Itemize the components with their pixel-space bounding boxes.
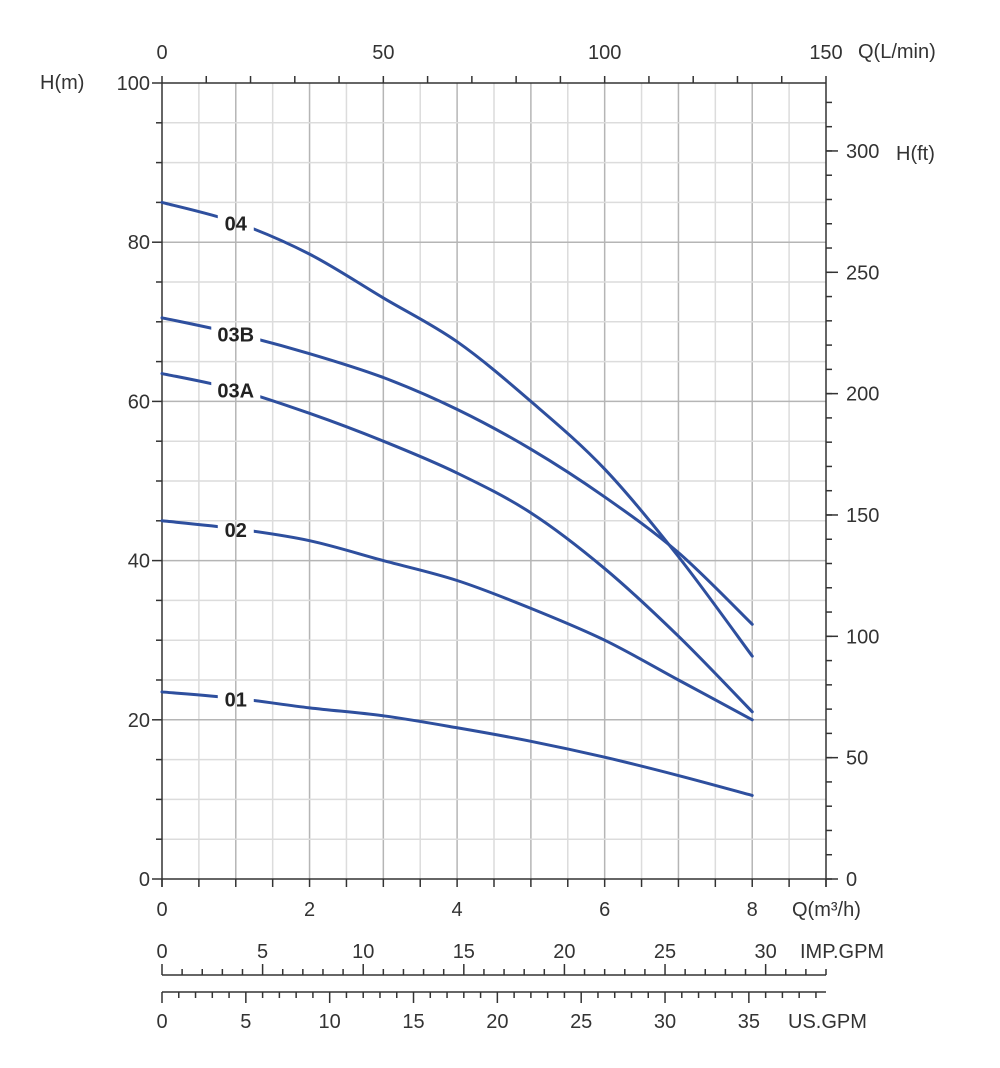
imp-gpm-axis-title: IMP.GPM (800, 941, 884, 963)
top-tick-label: 150 (809, 42, 842, 64)
y-tick-label: 40 (128, 551, 150, 573)
right-tick-label: 50 (846, 748, 868, 770)
series-label-03B: 03B (217, 325, 254, 347)
right-axis-title: H(ft) (896, 143, 935, 165)
series-label-01: 01 (225, 689, 247, 711)
right-tick-label: 0 (846, 869, 857, 891)
us-gpm-tick-label: 30 (654, 1011, 676, 1033)
series-line-03B (160, 316, 754, 626)
y-tick-label: 0 (139, 869, 150, 891)
us-gpm-tick-label: 10 (319, 1011, 341, 1033)
y-tick-label: 20 (128, 710, 150, 732)
imp-gpm-tick-label: 25 (654, 941, 676, 963)
imp-gpm-tick-label: 5 (257, 941, 268, 963)
x-tick-label: 0 (156, 899, 167, 921)
top-tick-label: 100 (588, 42, 621, 64)
x-tick-label: 6 (599, 899, 610, 921)
us-gpm-axis-title: US.GPM (788, 1011, 867, 1033)
x-tick-label: 4 (452, 899, 463, 921)
us-gpm-tick-label: 5 (240, 1011, 251, 1033)
y-tick-label: 100 (117, 73, 150, 95)
us-gpm-tick-label: 35 (738, 1011, 760, 1033)
top-tick-label: 0 (156, 42, 167, 64)
imp-gpm-tick-label: 10 (352, 941, 374, 963)
y-tick-label: 80 (128, 232, 150, 254)
series-label-02: 02 (225, 520, 247, 542)
x-axis-title: Q(m³/h) (792, 899, 861, 921)
x-tick-label: 2 (304, 899, 315, 921)
imp-gpm-tick-label: 0 (156, 941, 167, 963)
top-tick-label: 50 (372, 42, 394, 64)
series-label-04: 04 (225, 213, 248, 235)
y-axis-title: H(m) (40, 72, 84, 94)
series-label-03A: 03A (217, 380, 254, 402)
series-lines: 04 03B 03A 02 01 (160, 200, 754, 797)
imp-gpm-tick-label: 20 (553, 941, 575, 963)
us-gpm-tick-label: 0 (156, 1011, 167, 1033)
series-line-03A (160, 372, 754, 714)
us-gpm-tick-label: 15 (402, 1011, 424, 1033)
top-axis-title: Q(L/min) (858, 41, 936, 63)
y-tick-label: 60 (128, 391, 150, 413)
right-tick-label: 300 (846, 141, 879, 163)
imp-gpm-tick-label: 15 (453, 941, 475, 963)
grid (162, 83, 826, 879)
right-tick-label: 100 (846, 626, 879, 648)
series-line-02 (160, 519, 754, 722)
us-gpm-tick-label: 20 (486, 1011, 508, 1033)
imp-gpm-tick-label: 30 (755, 941, 777, 963)
right-tick-label: 250 (846, 262, 879, 284)
us-gpm-tick-label: 25 (570, 1011, 592, 1033)
series-line-01 (160, 690, 754, 797)
x-tick-label: 8 (747, 899, 758, 921)
right-tick-label: 150 (846, 505, 879, 527)
right-tick-label: 200 (846, 384, 879, 406)
